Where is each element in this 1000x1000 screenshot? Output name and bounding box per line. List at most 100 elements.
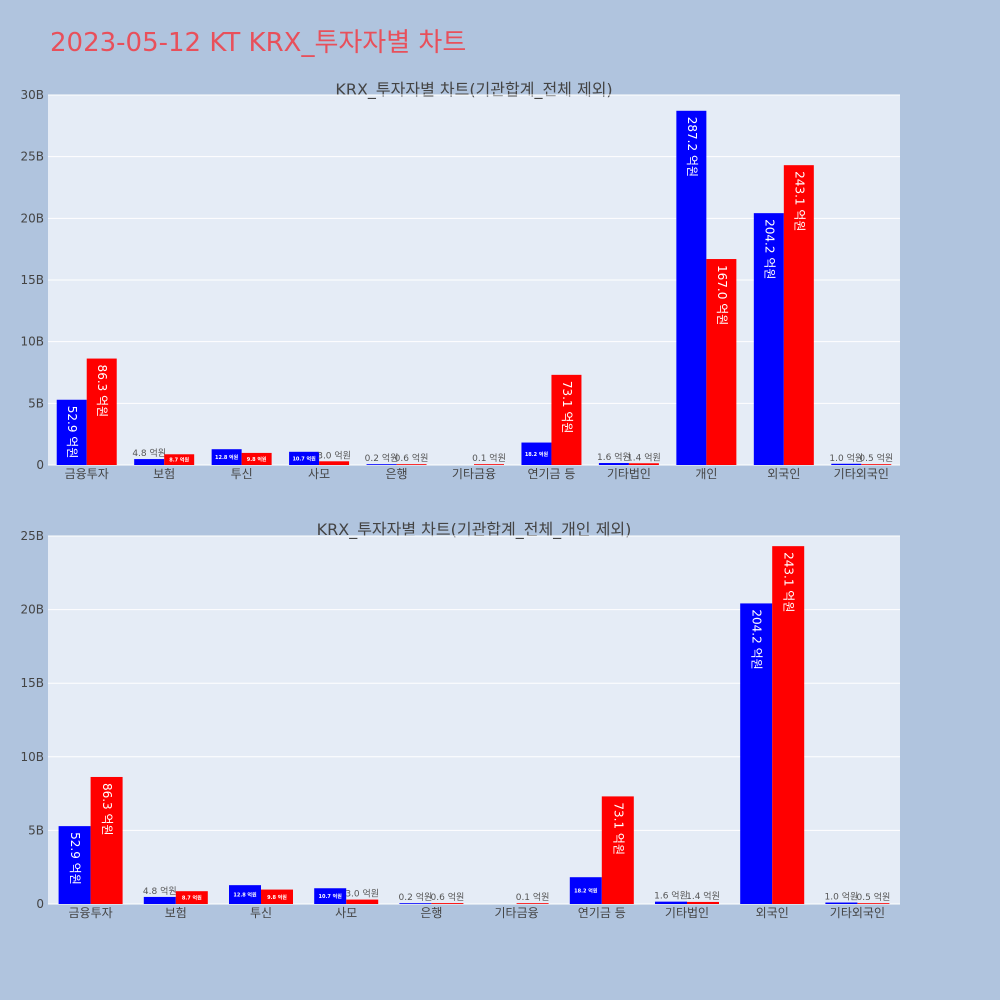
bar [289, 451, 320, 465]
bar [551, 374, 582, 465]
x-tick-label: 개인 [695, 467, 717, 481]
bar [569, 877, 602, 904]
bar-label: 4.8 억원 [132, 447, 166, 459]
bar-label: 12.8 억원 [233, 892, 257, 899]
bar-label: 10.7 억원 [292, 455, 316, 462]
bar-label: 287.2 억원 [685, 117, 699, 177]
y-tick-label: 5B [28, 823, 44, 837]
bar [772, 546, 805, 904]
bar [598, 463, 629, 465]
y-tick-label: 10B [20, 750, 44, 764]
x-tick-label: 금융투자 [65, 467, 109, 481]
bar-label: 18.2 억원 [525, 451, 549, 458]
page-title: 2023-05-12 KT KRX_투자자별 차트 [50, 28, 467, 58]
bar-label: 73.1 억원 [611, 802, 625, 855]
bar-label: 0.6 억원 [395, 452, 429, 464]
x-tick-label: 은행 [385, 466, 407, 481]
bar-label: 1.4 억원 [627, 451, 661, 463]
bar-label: 1.6 억원 [654, 890, 688, 902]
bar [261, 889, 293, 904]
y-tick-label: 25B [20, 529, 44, 543]
x-tick-label: 보험 [165, 906, 187, 920]
bar-label: 0.5 억원 [857, 891, 891, 903]
bar-label: 1.6 억원 [597, 451, 631, 463]
bar [521, 442, 552, 465]
bar [229, 885, 261, 904]
x-tick-label: 기타금융 [495, 906, 539, 920]
y-tick-label: 10B [20, 335, 44, 349]
bar-label: 18.2 억원 [574, 888, 598, 895]
x-tick-label: 사모 [335, 906, 357, 920]
chart-bottom: KRX_투자자별 차트(기관합계_전체_개인 제외) 0 5B 10B 15B 20B 25… [20, 520, 900, 920]
x-tick-label: 연기금 등 [527, 467, 575, 481]
bar [134, 459, 165, 465]
x-tick-label: 보험 [153, 467, 175, 481]
bar [241, 452, 272, 465]
bar [396, 464, 427, 465]
bar [164, 454, 195, 465]
bar-label: 8.7 억원 [169, 457, 189, 464]
y-tick-label: 15B [20, 273, 44, 287]
bar-label: 243.1 억원 [782, 552, 796, 612]
bar-label: 1.0 억원 [825, 891, 859, 903]
bar [431, 903, 464, 904]
bar [706, 259, 737, 465]
bar-label: 3.0 억원 [345, 888, 379, 900]
bar-label: 0.1 억원 [516, 891, 550, 903]
bar-label: 8.7 억원 [182, 895, 202, 902]
bar [861, 464, 892, 465]
bar-label: 73.1 억원 [560, 381, 574, 434]
bar-label: 3.0 억원 [317, 449, 351, 461]
y-tick-label: 0 [36, 897, 44, 911]
y-tick-label: 15B [20, 676, 44, 690]
x-tick-label: 기타법인 [665, 906, 709, 920]
bar-label: 1.4 억원 [686, 890, 720, 902]
bar [399, 903, 432, 904]
bar [346, 899, 379, 904]
bar-label: 1.0 억원 [829, 452, 863, 464]
bar [628, 463, 659, 465]
bar [516, 903, 549, 904]
x-tick-label: 투신 [250, 906, 272, 920]
bar-label: 4.8 억원 [143, 885, 177, 897]
bar [783, 165, 814, 465]
bar-label: 204.2 억원 [762, 219, 776, 279]
y-tick-label: 0 [36, 458, 44, 472]
x-tick-label: 외국인 [767, 467, 800, 481]
chart-top-title: KRX_투자자별 차트(기관합계_전체 제외) [335, 80, 612, 100]
chart-top: KRX_투자자별 차트(기관합계_전체 제외) 0 5B 10B 15B 20B 25B 30… [20, 80, 900, 481]
bar [90, 776, 123, 904]
bar [601, 796, 634, 904]
y-tick-label: 5B [28, 396, 44, 410]
y-tick-label: 20B [20, 211, 44, 225]
x-tick-label: 기타외국인 [830, 906, 885, 920]
x-tick-label: 기타법인 [607, 467, 651, 481]
bar-label: 52.9 억원 [65, 406, 79, 459]
x-tick-label: 기타금융 [452, 467, 496, 481]
bar-label: 12.8 억원 [215, 454, 239, 461]
bar-label: 167.0 억원 [715, 265, 729, 325]
bar-label: 86.3 억원 [95, 365, 109, 418]
bar [366, 464, 397, 465]
bar-label: 0.6 억원 [431, 891, 465, 903]
bar [175, 891, 208, 904]
bar [314, 888, 347, 904]
x-tick-label: 외국인 [756, 906, 789, 920]
x-tick-label: 기타외국인 [834, 467, 889, 481]
bar-label: 243.1 억원 [792, 171, 806, 231]
y-tick-label: 25B [20, 150, 44, 164]
x-tick-label: 투신 [231, 467, 253, 481]
x-tick-label: 연기금 등 [578, 906, 626, 920]
bar [687, 901, 719, 904]
bar-label: 0.1 억원 [472, 452, 506, 464]
bar [831, 463, 862, 465]
bar [143, 896, 176, 904]
bar-label: 204.2 억원 [750, 609, 764, 669]
bar [56, 399, 87, 465]
bar-label: 52.9 억원 [68, 832, 82, 885]
bar [86, 358, 117, 465]
bar-label: 0.2 억원 [399, 891, 433, 903]
bar [857, 903, 890, 904]
bar-label: 86.3 억원 [100, 783, 114, 836]
